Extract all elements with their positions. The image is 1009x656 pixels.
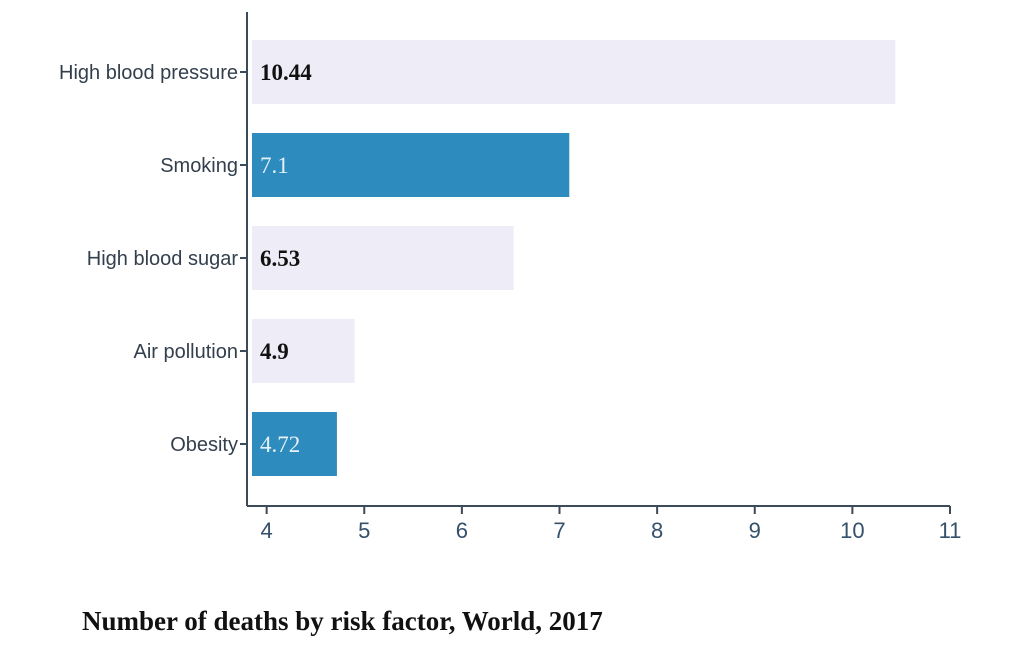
value-label: 4.9: [260, 339, 289, 364]
value-label: 6.53: [260, 246, 300, 271]
category-labels: High blood pressure Smoking High blood sug…: [59, 62, 247, 456]
chart-title: Number of deaths by risk factor, World, …: [82, 606, 603, 636]
bar-chart: 10.44 7.1 6.53 4.9 4.72 High blood pressure S…: [59, 12, 962, 543]
x-tick-label: 8: [651, 518, 663, 543]
bar-air-pollution: [252, 319, 355, 383]
x-tick-label: 9: [749, 518, 761, 543]
category-label: Obesity: [170, 434, 238, 456]
category-label: Smoking: [160, 155, 238, 177]
value-label: 4.72: [260, 432, 300, 457]
value-label: 7.1: [260, 153, 289, 178]
x-tick-label: 7: [553, 518, 565, 543]
category-label: High blood pressure: [59, 62, 238, 84]
x-tick-label: 6: [456, 518, 468, 543]
category-label: Air pollution: [133, 341, 238, 363]
bar-high-blood-sugar: [252, 226, 514, 290]
bar-obesity: [252, 412, 337, 476]
x-tick-label: 10: [840, 518, 864, 543]
bar-high-blood-pressure: [252, 40, 896, 104]
x-axis-ticks: 4 5 6 7 8 9 10 11: [261, 506, 962, 543]
value-labels: 10.44 7.1 6.53 4.9 4.72: [260, 60, 312, 457]
bar-smoking: [252, 133, 570, 197]
bars: [252, 40, 896, 476]
x-tick-label: 5: [358, 518, 370, 543]
x-tick-label: 4: [261, 518, 273, 543]
value-label: 10.44: [260, 60, 312, 85]
category-label: High blood sugar: [87, 248, 239, 270]
x-tick-label: 11: [939, 518, 962, 543]
